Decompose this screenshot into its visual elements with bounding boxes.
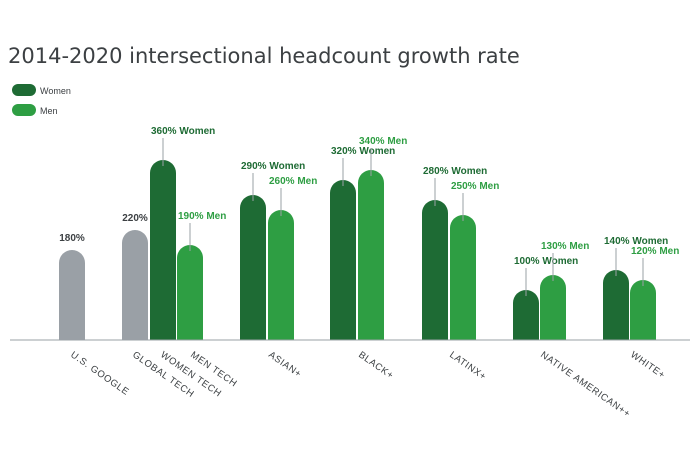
bar-women-tech-women (150, 160, 176, 340)
category-label-asian: ASIAN+ (266, 349, 303, 380)
label-black-men: 340% Men (359, 136, 407, 147)
label-global-tech-baseline: 220% (122, 213, 148, 224)
bar-u-s-google-baseline (59, 250, 85, 340)
bar-marks (59, 160, 656, 340)
bar-native-american-men (540, 275, 566, 340)
bar-latinx-men (450, 215, 476, 340)
label-latinx-women: 280% Women (423, 166, 487, 177)
label-asian-women: 290% Women (241, 161, 305, 172)
label-native-american-women: 100% Women (514, 256, 578, 267)
legend-swatch-men (12, 104, 36, 116)
label-black-women: 320% Women (331, 146, 395, 157)
bar-global-tech-baseline (122, 230, 148, 340)
bar-men-tech-men (177, 245, 203, 340)
bar-asian-men (268, 210, 294, 340)
label-native-american-men: 130% Men (541, 241, 589, 252)
bar-asian-women (240, 195, 266, 340)
legend-label-men: Men (40, 106, 58, 116)
bar-latinx-women (422, 200, 448, 340)
label-white-men: 120% Men (631, 246, 679, 257)
chart-title: 2014-2020 intersectional headcount growt… (8, 44, 520, 68)
bar-native-american-women (513, 290, 539, 340)
label-asian-men: 260% Men (269, 176, 317, 187)
bar-black-women (330, 180, 356, 340)
category-label-black: BLACK+ (356, 349, 395, 381)
bar-white-women (603, 270, 629, 340)
label-latinx-men: 250% Men (451, 181, 499, 192)
label-women-tech-women: 360% Women (151, 126, 215, 137)
bar-white-men (630, 280, 656, 340)
legend: Women Men (12, 84, 71, 116)
bar-labels: 180% 220% 360% Women 190% Men 290% Women 260%… (59, 126, 679, 296)
category-label-latinx: LATINX+ (447, 349, 488, 382)
bar-black-men (358, 170, 384, 340)
category-label-native-american: NATIVE AMERICAN++ (538, 349, 632, 419)
legend-swatch-women (12, 84, 36, 96)
label-men-tech-men: 190% Men (178, 211, 226, 222)
label-white-women: 140% Women (604, 236, 668, 247)
label-u-s-google-baseline: 180% (59, 233, 85, 244)
category-label-u-s-google: U.S. GOOGLE (68, 349, 131, 398)
legend-label-women: Women (40, 86, 71, 96)
category-label-white: WHITE+ (628, 349, 667, 381)
